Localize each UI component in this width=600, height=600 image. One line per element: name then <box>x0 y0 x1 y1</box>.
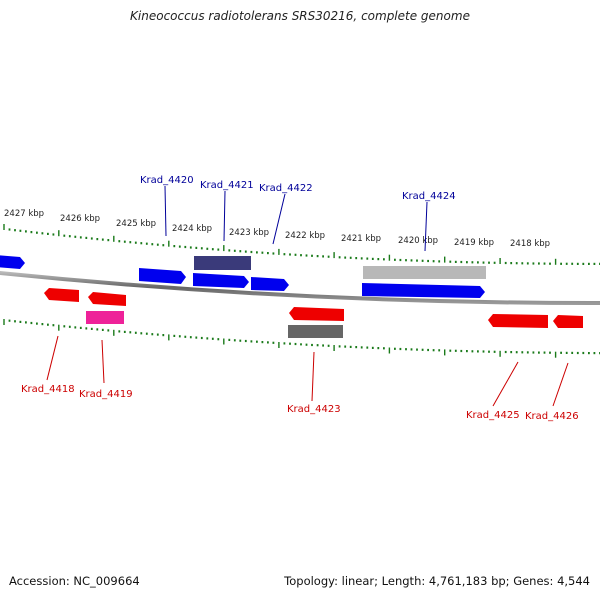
gene-feature[interactable] <box>362 283 485 298</box>
scale-label: 2420 kbp <box>398 236 438 246</box>
label-leaders <box>46 185 569 407</box>
gene-feature[interactable] <box>251 277 289 291</box>
leader-line <box>223 190 226 242</box>
gene-label[interactable]: Krad_4422 <box>259 183 313 194</box>
gene-feature[interactable] <box>194 256 251 270</box>
gene-label[interactable]: Krad_4424 <box>402 191 456 202</box>
leader-line <box>492 361 519 407</box>
scale-label: 2421 kbp <box>341 234 381 244</box>
scale-label: 2426 kbp <box>60 214 100 224</box>
scale-label: 2427 kbp <box>4 209 44 219</box>
gene-feature[interactable] <box>86 311 124 324</box>
gene-labels: Krad_4420 Krad_4421 Krad_4422 Krad_4424 … <box>21 175 579 422</box>
gene-label[interactable]: Krad_4425 <box>466 410 520 421</box>
gene-label[interactable]: Krad_4420 <box>140 175 194 186</box>
gene-feature[interactable] <box>363 266 486 279</box>
gene-label[interactable]: Krad_4426 <box>525 411 579 422</box>
scale-label: 2418 kbp <box>510 239 550 249</box>
topology-text: Topology: linear; Length: 4,761,183 bp; … <box>284 574 590 588</box>
gene-feature[interactable] <box>0 255 25 269</box>
gene-label[interactable]: Krad_4418 <box>21 384 75 395</box>
leader-line <box>272 193 286 245</box>
leader-line <box>424 201 428 252</box>
accession-text: Accession: NC_009664 <box>9 574 140 588</box>
scale-label: 2419 kbp <box>454 238 494 248</box>
scale-labels: 2427 kbp 2426 kbp 2425 kbp 2424 kbp 2423… <box>4 209 550 249</box>
scale-ticks-forward <box>3 224 600 265</box>
gene-feature[interactable] <box>488 314 548 328</box>
gene-feature[interactable] <box>44 288 79 302</box>
gene-feature[interactable] <box>289 307 344 321</box>
gene-feature[interactable] <box>88 292 126 306</box>
reverse-features <box>44 288 583 338</box>
leader-line <box>46 335 59 381</box>
gene-label[interactable]: Krad_4421 <box>200 180 254 191</box>
leader-line <box>552 362 569 407</box>
scale-label: 2422 kbp <box>285 231 325 241</box>
gene-label[interactable]: Krad_4423 <box>287 404 341 415</box>
leader-line <box>311 351 315 402</box>
scale-ticks-reverse <box>3 319 600 358</box>
scale-label: 2423 kbp <box>229 228 269 238</box>
scale-label: 2424 kbp <box>172 224 212 234</box>
gene-feature[interactable] <box>553 315 583 328</box>
forward-features <box>0 255 486 298</box>
gene-feature[interactable] <box>288 325 343 338</box>
gene-feature[interactable] <box>139 268 186 284</box>
genome-backbone <box>0 271 600 306</box>
scale-label: 2425 kbp <box>116 219 156 229</box>
gene-feature[interactable] <box>193 273 249 288</box>
leader-line <box>164 185 167 237</box>
gene-label[interactable]: Krad_4419 <box>79 389 133 400</box>
leader-line <box>101 339 105 384</box>
page-title: Kineococcus radiotolerans SRS30216, comp… <box>130 9 470 23</box>
